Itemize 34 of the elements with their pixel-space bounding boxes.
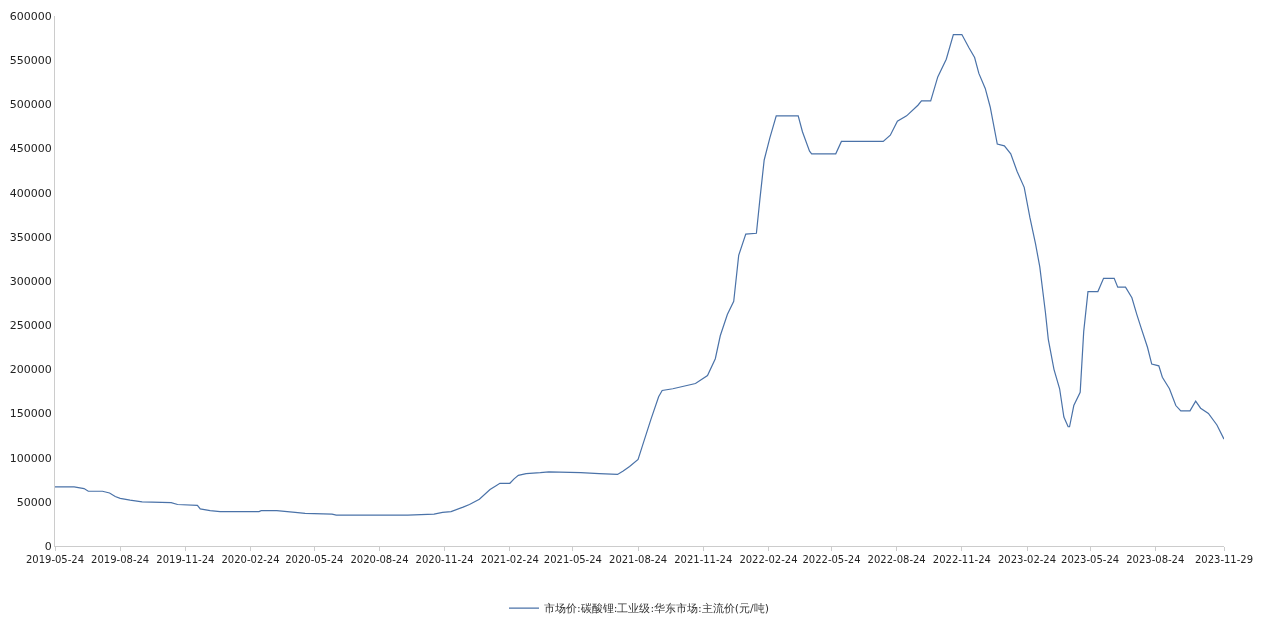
x-tick-label: 2019-11-24 — [156, 554, 215, 565]
x-tick-label: 2020-05-24 — [285, 554, 344, 565]
y-tick-label: 350000 — [9, 230, 52, 244]
x-tick-label: 2021-11-24 — [674, 554, 733, 565]
x-tick-label: 2022-11-24 — [932, 554, 991, 565]
x-tick-label: 2020-08-24 — [350, 554, 409, 565]
x-tick-label: 2020-02-24 — [221, 554, 280, 565]
x-tick-label: 2021-05-24 — [543, 554, 602, 565]
y-tick-label: 250000 — [9, 319, 52, 333]
y-tick-label: 0 — [44, 539, 52, 553]
x-tick-label: 2021-02-24 — [480, 554, 539, 565]
x-tick-label: 2023-11-29 — [1194, 554, 1254, 565]
y-tick-label: 500000 — [9, 98, 52, 112]
y-tick-label: 150000 — [9, 407, 52, 421]
y-tick-label: 400000 — [9, 186, 52, 200]
x-tick-label: 2020-11-24 — [415, 554, 474, 565]
x-tick-label: 2023-05-24 — [1061, 554, 1120, 565]
x-tick-label: 2022-02-24 — [739, 554, 798, 565]
y-tick-label: 300000 — [9, 274, 52, 288]
x-tick-label: 2022-08-24 — [867, 554, 926, 565]
legend-label: 市场价:碳酸锂:工业级:华东市场:主流价(元/吨) — [544, 602, 770, 616]
x-tick-label: 2019-05-24 — [25, 554, 85, 565]
x-tick-label: 2023-02-24 — [997, 554, 1057, 565]
line-series — [55, 33, 1224, 516]
y-tick-label: 450000 — [9, 142, 52, 156]
y-tick-label: 200000 — [9, 363, 52, 377]
y-tick-label: 50000 — [16, 495, 52, 509]
x-tick-label: 2021-08-24 — [609, 554, 668, 565]
y-tick-label: 100000 — [9, 451, 52, 465]
y-tick-label: 550000 — [9, 54, 52, 68]
x-tick-label: 2022-05-24 — [802, 554, 861, 565]
x-tick-label: 2023-08-24 — [1126, 554, 1185, 565]
x-tick-label: 2019-08-24 — [91, 554, 150, 565]
y-tick-label: 600000 — [9, 9, 52, 23]
